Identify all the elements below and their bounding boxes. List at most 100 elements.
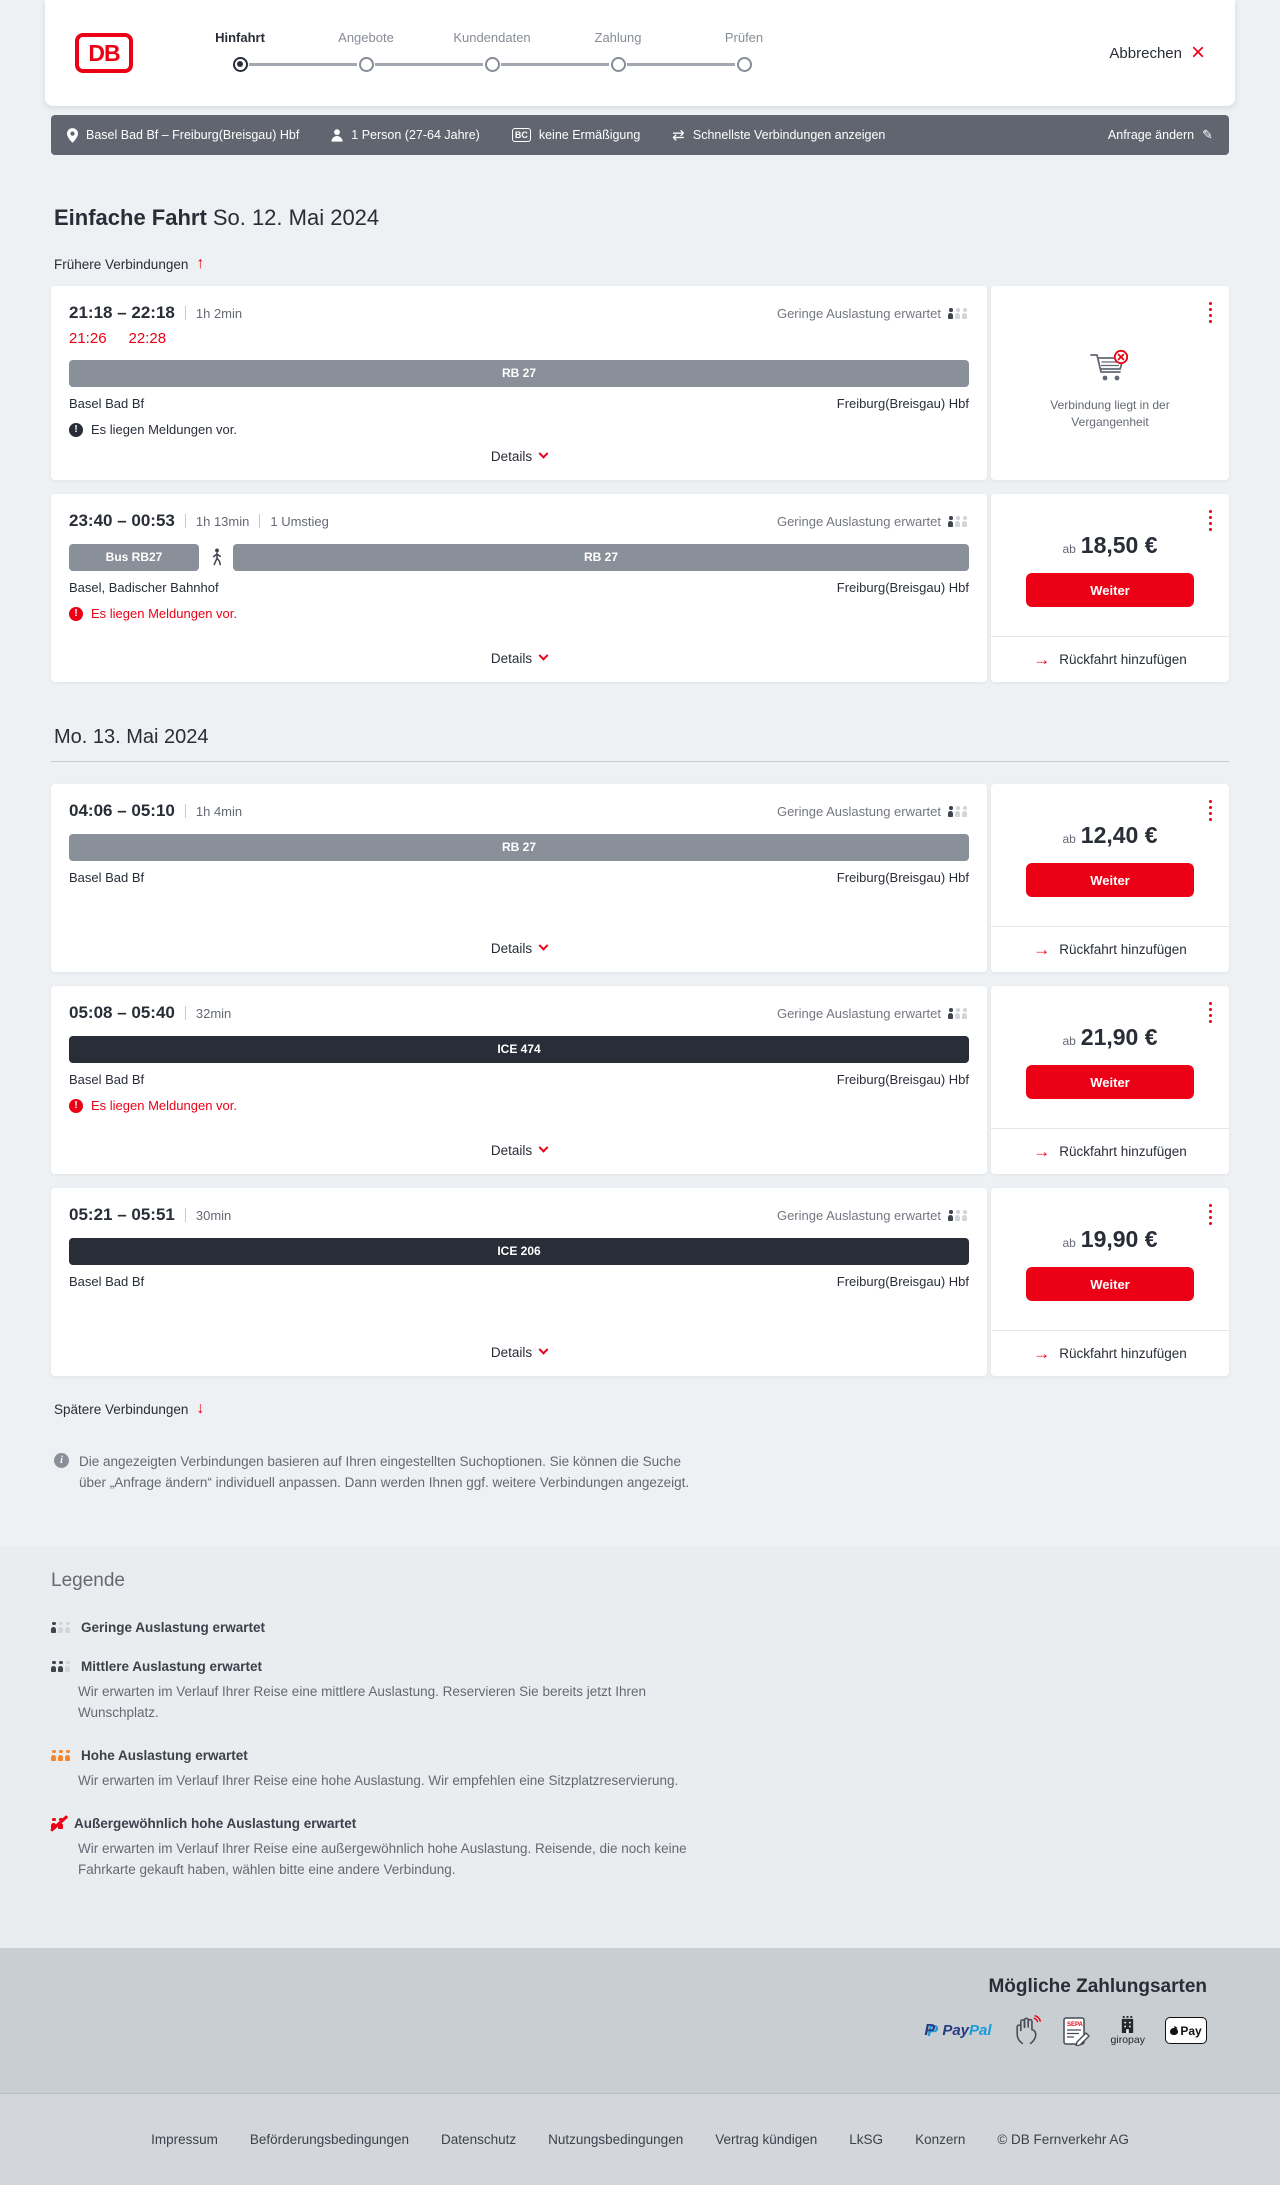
offer-panel: ab 18,50 € Weiter → Rückfahrt hinzufügen [991,494,1229,682]
details-toggle[interactable]: Details [491,1131,549,1166]
price-amount: 19,90 € [1080,1226,1158,1252]
connection-card: 05:08 – 05:40 32min Geringe Auslastung e… [51,986,1229,1174]
payments-title: Mögliche Zahlungsarten [988,1976,1207,1998]
destination-station: Freiburg(Breisgau) Hbf [836,870,969,885]
chevron-down-icon [538,1142,549,1153]
checkout-header: DB Hinfahrt Angebote Kundendaten Zahlung… [45,0,1235,106]
weiter-button[interactable]: Weiter [1026,863,1194,897]
step-angebote[interactable]: Angebote [303,30,483,77]
step-kundendaten[interactable]: Kundendaten [429,30,609,77]
earlier-connections-button[interactable]: Frühere Verbindungen ↑ [54,255,205,272]
step-circle [610,56,626,72]
add-return-button[interactable]: → Rückfahrt hinzufügen [1033,939,1187,959]
weiter-button[interactable]: Weiter [1026,1267,1194,1301]
footer-link-impressum[interactable]: Impressum [151,2132,218,2148]
step-pruefen[interactable]: Prüfen [681,30,807,77]
edit-search-button[interactable]: Anfrage ändern ✎ [1107,127,1213,142]
transport-legs: Bus RB27 RB 27 [69,544,969,571]
page-title: Einfache Fahrt So. 12. Mai 2024 [54,205,380,230]
cart-unavailable-icon [1090,350,1129,381]
contactless-card-icon [1015,2015,1041,2045]
route-summary: Basel Bad Bf – Freiburg(Breisgau) Hbf [67,127,299,143]
messages-notice[interactable]: ! Es liegen Meldungen vor. [69,606,969,621]
occupancy-indicator: Geringe Auslastung erwartet [777,804,969,819]
chevron-down-icon [538,448,549,459]
db-logo-text: DB [88,39,120,66]
legend-title: Legende [51,1569,125,1591]
train-leg-bar[interactable]: ICE 206 [69,1238,969,1265]
legend-item-medium: Mittlere Auslastung erwartet Wir erwarte… [51,1659,1229,1724]
occupancy-low-icon [948,516,969,527]
stations-row: Basel Bad Bf Freiburg(Breisgau) Hbf [69,1072,969,1087]
offer-panel: ab 21,90 € Weiter → Rückfahrt hinzufügen [991,986,1229,1174]
footer-link-befoerderungsbedingungen[interactable]: Beförderungsbedingungen [249,2132,410,2148]
weiter-button[interactable]: Weiter [1026,573,1194,607]
apple-pay-icon: Pay [1165,2017,1207,2045]
footer-link-vertrag-kuendigen[interactable]: Vertrag kündigen [715,2132,818,2148]
occupancy-exceptional-icon [51,1817,65,1829]
bus-leg-bar[interactable]: Bus RB27 [69,544,199,571]
add-return-button[interactable]: → Rückfahrt hinzufügen [1033,649,1187,669]
step-hinfahrt[interactable]: Hinfahrt [177,30,357,77]
train-leg-bar[interactable]: ICE 474 [69,1036,969,1063]
messages-notice[interactable]: ! Es liegen Meldungen vor. [69,422,969,437]
step-zahlung[interactable]: Zahlung [555,30,735,77]
messages-notice[interactable]: ! Es liegen Meldungen vor. [69,1098,969,1113]
footer-link-datenschutz[interactable]: Datenschutz [441,2132,517,2148]
details-toggle[interactable]: Details [491,437,549,472]
more-options-button[interactable] [1207,508,1214,533]
connection-card: 05:21 – 05:51 30min Geringe Auslastung e… [51,1188,1229,1376]
connection-card: 04:06 – 05:10 1h 4min Geringe Auslastung… [51,784,1229,972]
later-connections-button[interactable]: Spätere Verbindungen ↓ [54,1400,205,1417]
occupancy-low-icon [51,1621,72,1633]
origin-station: Basel Bad Bf [69,870,145,885]
alert-icon: ! [69,422,83,437]
time-range: 05:21 – 05:51 [69,1205,175,1224]
footer-link-nutzungsbedingungen[interactable]: Nutzungsbedingungen [548,2132,684,2148]
details-toggle[interactable]: Details [491,639,549,674]
footer-link-konzern[interactable]: Konzern [915,2132,966,2148]
transport-legs: RB 27 [69,360,969,387]
sepa-direct-debit-icon: SEPA [1062,2017,1090,2047]
close-icon: × [1190,39,1205,66]
db-logo[interactable]: DB [75,33,133,73]
more-options-button[interactable] [1207,798,1214,823]
apple-logo [1170,2026,1179,2036]
chevron-down-icon [538,940,549,951]
add-return-button[interactable]: → Rückfahrt hinzufügen [1033,1343,1187,1363]
passenger-summary: 1 Person (27-64 Jahre) [331,128,480,142]
offer-panel: Verbindung liegt in der Vergangenheit [991,286,1229,480]
destination-station: Freiburg(Breisgau) Hbf [836,396,969,411]
stations-row: Basel Bad Bf Freiburg(Breisgau) Hbf [69,1274,969,1289]
price-amount: 12,40 € [1080,822,1158,848]
weiter-button[interactable]: Weiter [1026,1065,1194,1099]
train-leg-bar[interactable]: RB 27 [233,544,969,571]
occupancy-low-icon [948,308,969,319]
arrow-right-icon: → [1033,939,1051,959]
more-options-button[interactable] [1207,1000,1214,1025]
search-info-note: i Die angezeigten Verbindungen basieren … [54,1452,1226,1494]
more-options-button[interactable] [1207,300,1214,325]
legend-item-exceptional: Außergewöhnlich hohe Auslastung erwartet… [51,1816,1229,1881]
cancel-button[interactable]: Abbrechen × [1109,39,1205,66]
walk-transfer-icon [199,548,233,567]
more-options-button[interactable] [1207,1202,1214,1227]
sort-summary: ⇄ Schnellste Verbindungen anzeigen [672,127,886,144]
bahncard-icon: BC [511,128,531,142]
details-toggle[interactable]: Details [491,929,549,964]
details-toggle[interactable]: Details [491,1333,549,1368]
footer-link-lksg[interactable]: LkSG [849,2132,884,2148]
time-range: 05:08 – 05:40 [69,1003,175,1022]
train-leg-bar[interactable]: RB 27 [69,360,969,387]
copyright: © DB Fernverkehr AG [997,2132,1129,2148]
step-circle [484,56,500,72]
offer-panel: ab 19,90 € Weiter → Rückfahrt hinzufügen [991,1188,1229,1376]
connection-card: 21:18 – 22:18 1h 2min Geringe Auslastung… [51,286,1229,480]
train-leg-bar[interactable]: RB 27 [69,834,969,861]
add-return-button[interactable]: → Rückfahrt hinzufügen [1033,1141,1187,1161]
occupancy-low-icon [948,806,969,817]
results-main: Einfache Fahrt So. 12. Mai 2024 Frühere V… [0,205,1280,1494]
occupancy-low-icon [948,1210,969,1221]
